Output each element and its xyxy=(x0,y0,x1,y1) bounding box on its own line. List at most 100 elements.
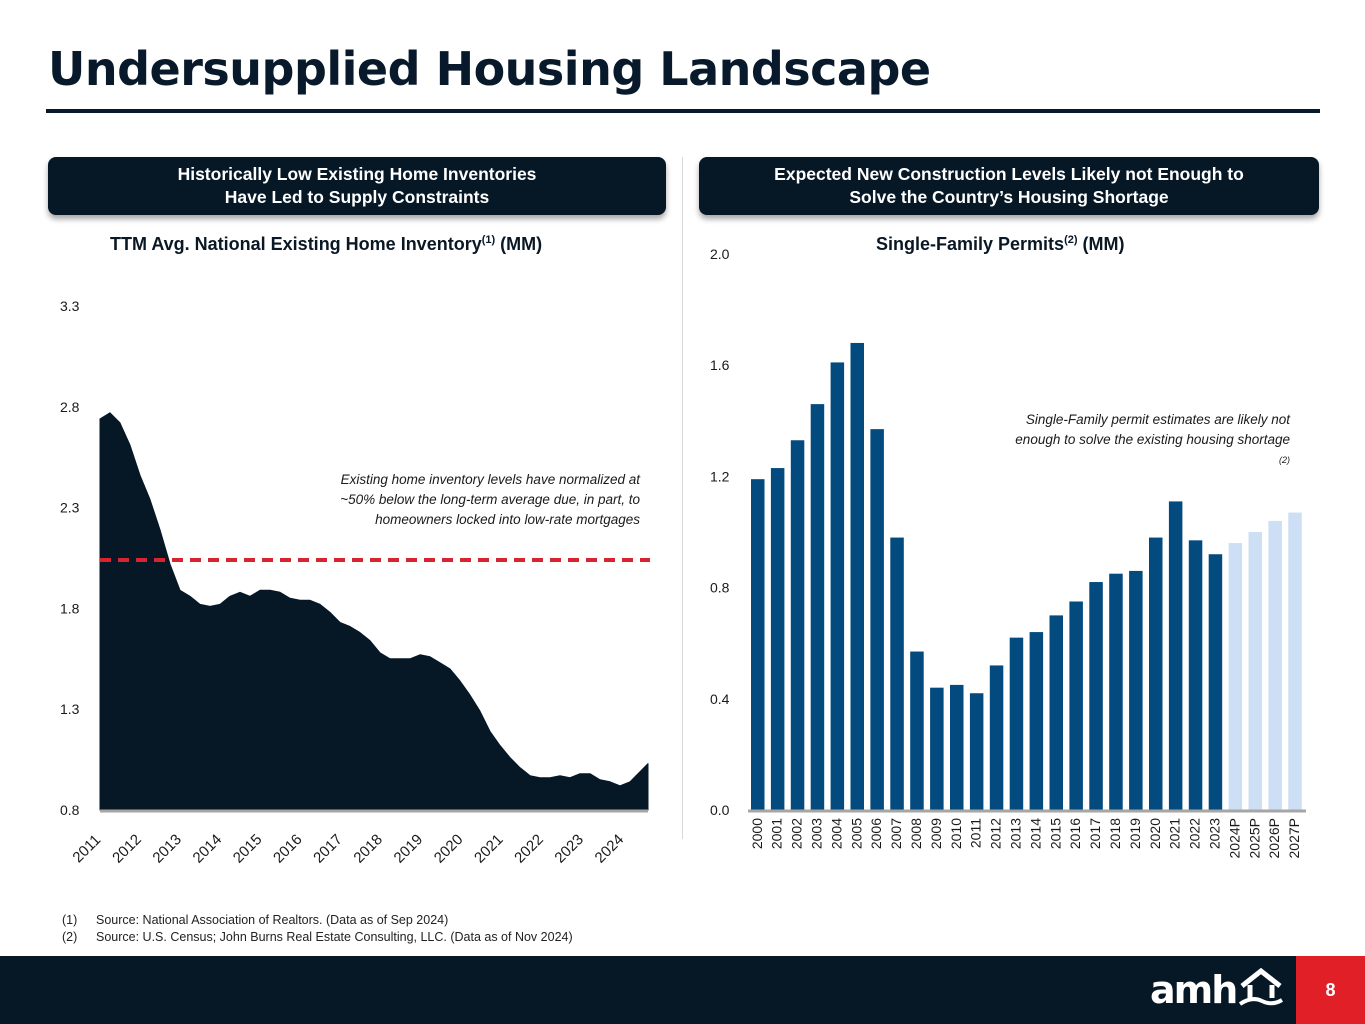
x-tick-label: 2026P xyxy=(1266,818,1282,858)
left-section-banner: Historically Low Existing Home Inventori… xyxy=(48,157,666,215)
right-section-banner: Expected New Construction Levels Likely … xyxy=(699,157,1319,215)
y-tick-label: 1.8 xyxy=(60,600,80,616)
projected-permit-bar xyxy=(1248,532,1262,810)
left-banner-line-1: Historically Low Existing Home Inventori… xyxy=(177,164,537,184)
y-tick-label: 2.3 xyxy=(60,500,80,516)
title-underline xyxy=(46,109,1320,113)
x-tick-label: 2000 xyxy=(749,818,765,849)
x-tick-label: 2018 xyxy=(1107,818,1123,849)
y-tick-label: 0.8 xyxy=(60,802,80,818)
permit-bar xyxy=(1009,637,1024,810)
panel-divider xyxy=(682,157,683,839)
footnote-text: Source: U.S. Census; John Burns Real Est… xyxy=(96,930,573,944)
permit-bar xyxy=(1089,582,1103,810)
x-tick-label: 2015 xyxy=(1047,818,1063,849)
permit-bar xyxy=(950,684,964,810)
y-tick-label: 2.0 xyxy=(710,246,730,262)
permit-bar xyxy=(751,479,765,810)
y-tick-label: 0.8 xyxy=(710,580,730,596)
right-banner-line-1: Expected New Construction Levels Likely … xyxy=(774,164,1244,184)
permits-annotation-text: Single-Family permit estimates are likel… xyxy=(1015,412,1290,447)
page-title: Undersupplied Housing Landscape xyxy=(48,42,931,96)
permit-bar xyxy=(870,429,884,810)
right-banner-line-2: Solve the Country’s Housing Shortage xyxy=(849,187,1169,207)
x-tick-label: 2012 xyxy=(988,818,1004,849)
footnote-2: (2) Source: U.S. Census; John Burns Real … xyxy=(62,929,573,946)
y-tick-label: 1.6 xyxy=(710,357,730,373)
inventory-area xyxy=(99,412,649,811)
permit-bar xyxy=(1129,570,1143,810)
footnotes: (1) Source: National Association of Realt… xyxy=(62,912,573,946)
x-tick-label: 2004 xyxy=(828,818,844,849)
permit-bar xyxy=(1069,601,1083,810)
permit-bar xyxy=(1049,615,1063,810)
permit-bar xyxy=(1208,554,1223,810)
permit-bar xyxy=(1109,573,1123,810)
inventory-chart-title: TTM Avg. National Existing Home Inventor… xyxy=(110,234,542,255)
footnote-text: Source: National Association of Realtors… xyxy=(96,913,449,927)
permit-bar xyxy=(890,537,904,810)
permits-chart-unit: (MM) xyxy=(1077,234,1125,254)
footer-bar xyxy=(0,956,1365,1024)
permit-bar xyxy=(1149,537,1163,810)
left-banner-line-2: Have Led to Supply Constraints xyxy=(224,187,490,207)
x-tick-label: 2021 xyxy=(1167,818,1183,849)
y-tick-label: 0.4 xyxy=(710,691,730,707)
y-tick-label: 0.0 xyxy=(710,802,730,818)
amh-logo: amh xyxy=(1150,968,1284,1012)
x-tick-label: 2002 xyxy=(789,818,805,849)
projected-permit-bar xyxy=(1228,543,1243,810)
permit-bar xyxy=(850,342,864,810)
footnote-number: (2) xyxy=(62,930,78,944)
projected-permit-bar xyxy=(1268,520,1282,810)
inventory-chart-title-text: TTM Avg. National Existing Home Inventor… xyxy=(110,234,482,254)
permit-bar xyxy=(1168,501,1183,810)
permits-chart-title: Single-Family Permits(2) (MM) xyxy=(876,234,1125,255)
x-tick-label: 2020 xyxy=(1147,818,1163,849)
x-tick-label: 2007 xyxy=(888,818,904,849)
projected-permit-bar xyxy=(1288,512,1302,810)
footnote-ref-2: (2) xyxy=(1064,234,1078,246)
footnote-1: (1) Source: National Association of Realt… xyxy=(62,912,573,929)
x-tick-label: 2022 xyxy=(1187,818,1203,849)
x-tick-label: 2011 xyxy=(968,818,984,848)
permits-annotation: Single-Family permit estimates are likel… xyxy=(1010,410,1290,475)
permit-bar xyxy=(910,651,924,810)
permit-bar xyxy=(969,693,984,810)
permit-bar xyxy=(1188,540,1203,810)
x-tick-label: 2001 xyxy=(769,818,785,849)
permit-bar xyxy=(810,404,825,810)
x-tick-label: 2013 xyxy=(1007,818,1023,849)
footnote-ref-1: (1) xyxy=(481,234,496,246)
page-number: 8 xyxy=(1296,956,1365,1024)
y-tick-label: 1.3 xyxy=(60,701,80,717)
x-tick-label: 2016 xyxy=(1067,818,1083,849)
x-tick-label: 2006 xyxy=(868,818,884,849)
x-tick-label: 2005 xyxy=(848,818,864,849)
x-tick-label: 2009 xyxy=(928,818,944,849)
x-tick-label: 2010 xyxy=(948,818,964,849)
x-tick-label: 2017 xyxy=(1087,818,1103,849)
x-tick-label: 2003 xyxy=(808,818,824,849)
house-icon xyxy=(1239,968,1284,1006)
inventory-annotation: Existing home inventory levels have norm… xyxy=(340,472,640,527)
y-tick-label: 3.3 xyxy=(60,298,80,314)
permit-bar xyxy=(1029,632,1044,810)
x-tick-label: 2008 xyxy=(908,818,924,849)
x-tick-label: 2025P xyxy=(1246,818,1262,858)
permit-bar xyxy=(930,687,944,810)
permits-chart-title-text: Single-Family Permits xyxy=(876,234,1065,254)
logo-text: amh xyxy=(1150,968,1238,1012)
x-tick-label: 2027P xyxy=(1286,818,1302,858)
y-tick-label: 1.2 xyxy=(710,468,730,484)
permit-bar xyxy=(830,362,845,810)
permit-bar xyxy=(790,440,805,810)
x-tick-label: 2019 xyxy=(1127,818,1143,849)
footnote-number: (1) xyxy=(62,913,78,927)
x-tick-label: 2023 xyxy=(1206,818,1222,849)
x-tick-label: 2014 xyxy=(1027,818,1043,849)
permits-annotation-footnote-ref: (2) xyxy=(1279,455,1290,465)
x-tick-label: 2024P xyxy=(1226,818,1242,858)
